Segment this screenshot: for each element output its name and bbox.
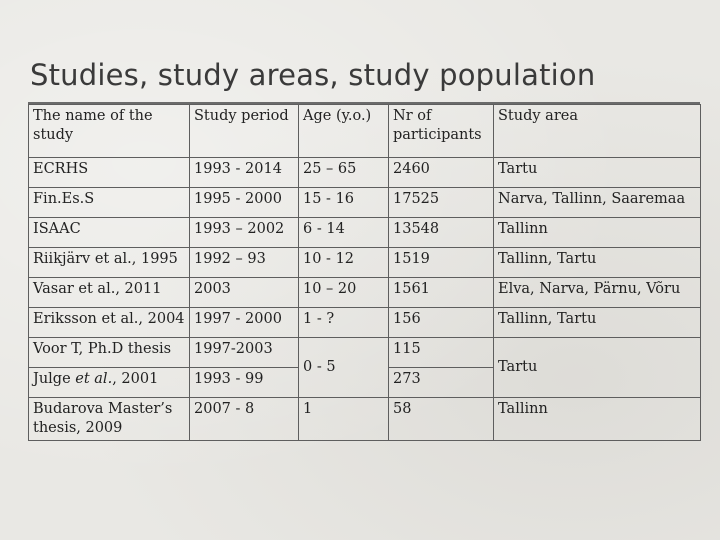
cell-study-area: Tartu (493, 157, 701, 188)
header-study-name: The name of the study (28, 104, 190, 158)
cell-study-period: 1993 - 99 (189, 367, 299, 398)
table-row: Fin.Es.S 1995 - 2000 15 - 16 17525 Narva… (28, 187, 701, 218)
cell-study-period: 2007 - 8 (189, 397, 299, 441)
cell-study-area: Tallinn, Tartu (493, 247, 701, 278)
cell-study-area: Tallinn (493, 217, 701, 248)
table-row: Julge et al., 2001 1993 - 99 273 (28, 367, 701, 398)
cell-participants: 1561 (388, 277, 494, 308)
table-row: Vasar et al., 2011 2003 10 – 20 1561 Elv… (28, 277, 701, 308)
study-name-suffix: , 2001 (112, 371, 159, 387)
slide-title: Studies, study areas, study population (30, 58, 596, 92)
cell-study-period: 1993 - 2014 (189, 157, 299, 188)
cell-study-period: 2003 (189, 277, 299, 308)
cell-study-area: Tallinn (493, 397, 701, 441)
cell-age: 1 (298, 397, 389, 441)
table-row: Riikjärv et al., 1995 1992 – 93 10 - 12 … (28, 247, 701, 278)
cell-participants: 156 (388, 307, 494, 338)
header-participants: Nr of participants (388, 104, 494, 158)
cell-age: 1 - ? (298, 307, 389, 338)
cell-study-name: Budarova Master’s thesis, 2009 (28, 397, 190, 441)
cell-study-name: Voor T, Ph.D thesis (28, 337, 190, 368)
study-name-prefix: Julge (33, 371, 76, 387)
title-rule (28, 102, 700, 104)
cell-study-name: Fin.Es.S (28, 187, 190, 218)
table-row: Eriksson et al., 2004 1997 - 2000 1 - ? … (28, 307, 701, 338)
header-study-area: Study area (493, 104, 701, 158)
cell-study-period: 1993 – 2002 (189, 217, 299, 248)
cell-study-name: Vasar et al., 2011 (28, 277, 190, 308)
table-row: ISAAC 1993 – 2002 6 - 14 13548 Tallinn (28, 217, 701, 248)
cell-study-area: Tartu (493, 337, 701, 398)
studies-table: The name of the study Study period Age (… (28, 104, 701, 441)
cell-study-period: 1995 - 2000 (189, 187, 299, 218)
cell-age: 6 - 14 (298, 217, 389, 248)
cell-participants: 273 (388, 367, 494, 398)
header-age: Age (y.o.) (298, 104, 389, 158)
cell-study-area: Tallinn, Tartu (493, 307, 701, 338)
cell-age: 15 - 16 (298, 187, 389, 218)
cell-participants: 2460 (388, 157, 494, 188)
cell-study-period: 1997 - 2000 (189, 307, 299, 338)
table-row: Voor T, Ph.D thesis 1997-2003 0 - 5 115 … (28, 337, 701, 398)
cell-age: 0 - 5 (298, 337, 389, 398)
cell-study-area: Elva, Narva, Pärnu, Võru (493, 277, 701, 308)
cell-study-period: 1992 – 93 (189, 247, 299, 278)
cell-study-area: Narva, Tallinn, Saaremaa (493, 187, 701, 218)
study-name-italic: et al. (75, 371, 113, 387)
cell-age: 10 – 20 (298, 277, 389, 308)
table-row: Budarova Master’s thesis, 2009 2007 - 8 … (28, 397, 701, 441)
header-study-period: Study period (189, 104, 299, 158)
cell-participants: 13548 (388, 217, 494, 248)
cell-study-period: 1997-2003 (189, 337, 299, 368)
cell-study-name: Eriksson et al., 2004 (28, 307, 190, 338)
cell-participants: 17525 (388, 187, 494, 218)
table-row: ECRHS 1993 - 2014 25 – 65 2460 Tartu (28, 157, 701, 188)
cell-study-name: ISAAC (28, 217, 190, 248)
cell-age: 10 - 12 (298, 247, 389, 278)
cell-study-name: Riikjärv et al., 1995 (28, 247, 190, 278)
cell-age: 25 – 65 (298, 157, 389, 188)
cell-participants: 1519 (388, 247, 494, 278)
cell-participants: 115 (388, 337, 494, 368)
cell-participants: 58 (388, 397, 494, 441)
cell-study-name: ECRHS (28, 157, 190, 188)
cell-study-name: Julge et al., 2001 (28, 367, 190, 398)
table-header-row: The name of the study Study period Age (… (28, 104, 701, 158)
